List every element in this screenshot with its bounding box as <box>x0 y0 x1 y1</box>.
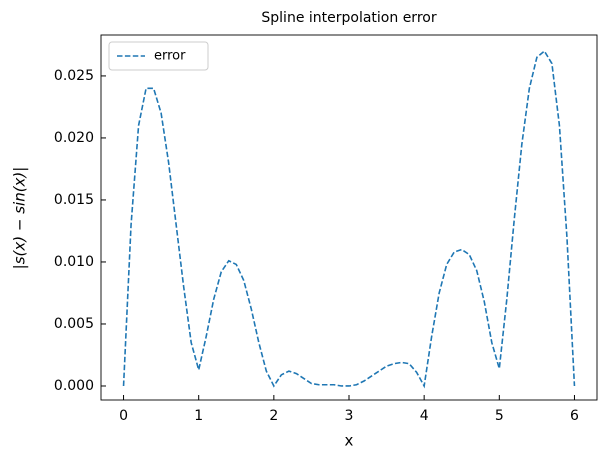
x-tick-label: 2 <box>269 408 278 424</box>
x-tick-label: 5 <box>495 408 504 424</box>
y-tick-label: 0.010 <box>54 254 94 270</box>
legend-label: error <box>154 49 186 64</box>
legend-box <box>108 41 209 71</box>
y-tick-label: 0.000 <box>54 378 94 394</box>
y-tick-label: 0.025 <box>54 68 94 84</box>
x-tick-label: 6 <box>570 408 579 424</box>
line-series <box>122 49 576 389</box>
x-tick-label: 1 <box>194 408 203 424</box>
plot-frame <box>100 34 598 401</box>
chart-title: Spline interpolation error <box>261 10 436 26</box>
y-tick-label: 0.015 <box>54 192 94 208</box>
y-tick-label: 0.005 <box>54 316 94 332</box>
x-axis-label: x <box>345 432 354 450</box>
y-tick-label: 0.020 <box>54 130 94 146</box>
x-tick-label: 3 <box>345 408 354 424</box>
x-tick-label: 4 <box>420 408 429 424</box>
y-axis-label: |s(x) − sin(x)| <box>11 167 29 270</box>
x-tick-label: 0 <box>119 408 128 424</box>
